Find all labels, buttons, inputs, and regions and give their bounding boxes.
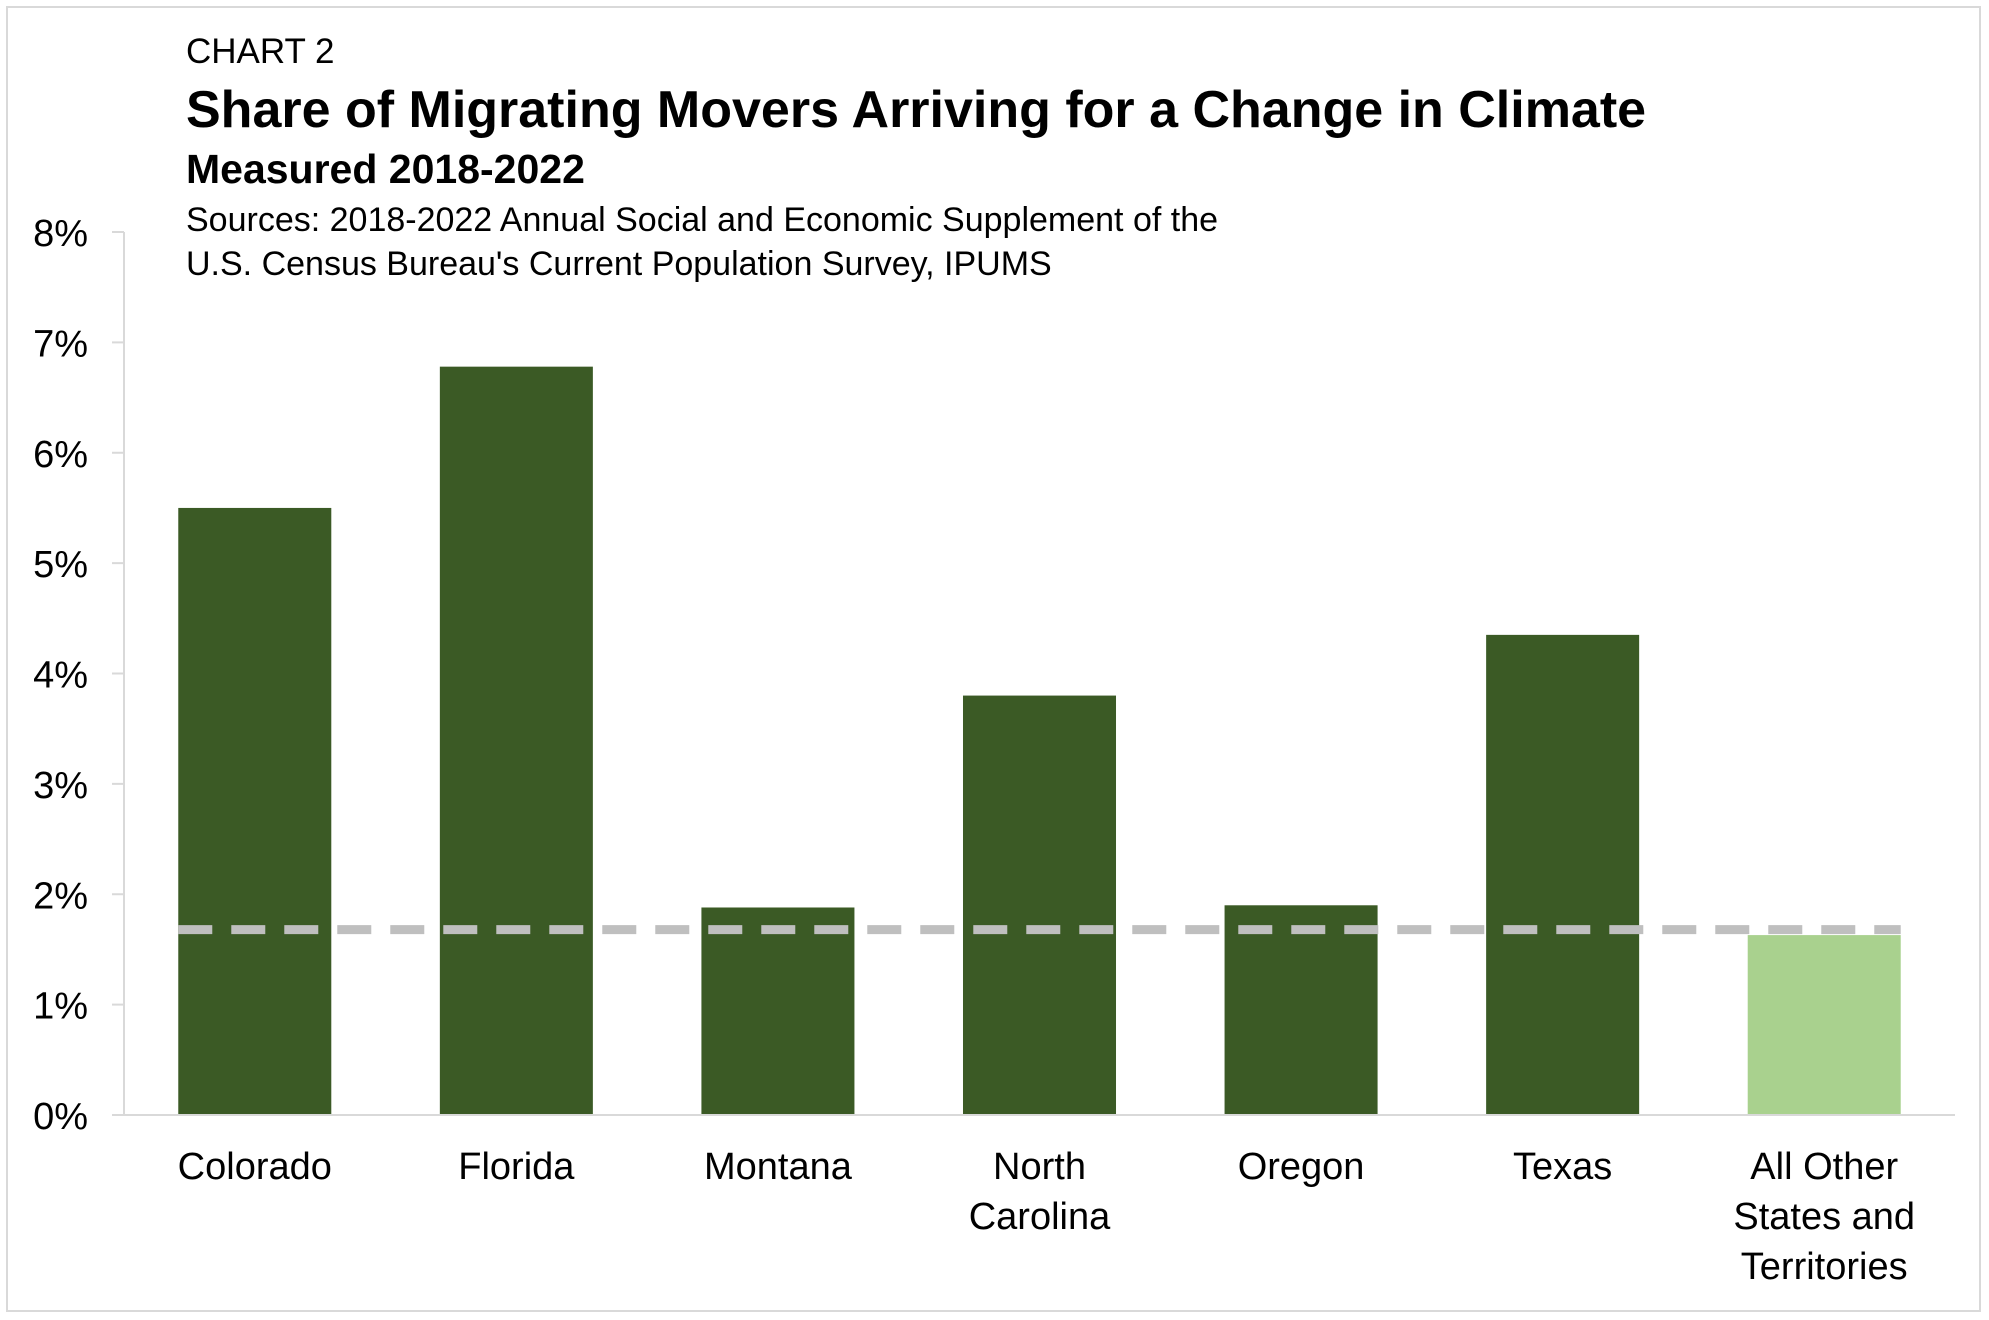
x-tick-label: Montana xyxy=(704,1146,853,1188)
x-tick-label: Florida xyxy=(458,1146,575,1188)
y-tick-label: 6% xyxy=(33,434,88,476)
bar-florida xyxy=(439,366,593,1116)
x-axis: Colorado Florida Montana North Carolina Orego… xyxy=(124,1114,1955,1288)
y-tick-label: 3% xyxy=(33,765,88,807)
bar-texas xyxy=(1486,634,1640,1115)
bar-oregon xyxy=(1224,905,1378,1115)
y-axis: 0% 1% 2% 3% 4% 5% 6% 7% 8% xyxy=(33,213,125,1138)
x-tick-label: Colorado xyxy=(178,1146,332,1188)
x-tick-label: Oregon xyxy=(1238,1146,1365,1188)
y-tick-label: 7% xyxy=(33,323,88,365)
bar-montana xyxy=(701,907,855,1115)
x-tick-label: Texas xyxy=(1513,1146,1612,1188)
y-tick-label: 0% xyxy=(33,1096,88,1138)
y-tick-label: 2% xyxy=(33,875,88,917)
bar-north-carolina xyxy=(962,695,1117,1115)
bars xyxy=(178,366,1901,1116)
x-tick-label: North xyxy=(993,1146,1086,1188)
chart-subtitle: Measured 2018-2022 xyxy=(186,146,585,192)
x-tick-label: Carolina xyxy=(969,1196,1111,1238)
y-tick-label: 1% xyxy=(33,986,88,1028)
x-tick-label: Territories xyxy=(1741,1246,1908,1288)
source-line-2: U.S. Census Bureau's Current Population … xyxy=(186,245,1052,283)
bar-colorado xyxy=(178,507,332,1115)
y-tick-label: 5% xyxy=(33,544,88,586)
x-tick-label: States and xyxy=(1733,1196,1915,1238)
y-tick-label: 8% xyxy=(33,213,88,255)
source-line-1: Sources: 2018-2022 Annual Social and Eco… xyxy=(186,201,1219,239)
chart-title: Share of Migrating Movers Arriving for a… xyxy=(186,81,1647,139)
x-tick-label: All Other xyxy=(1750,1146,1898,1188)
y-tick-label: 4% xyxy=(33,655,88,697)
bar-all-other-states-and-territories xyxy=(1747,935,1901,1115)
chart-label: CHART 2 xyxy=(186,32,335,71)
